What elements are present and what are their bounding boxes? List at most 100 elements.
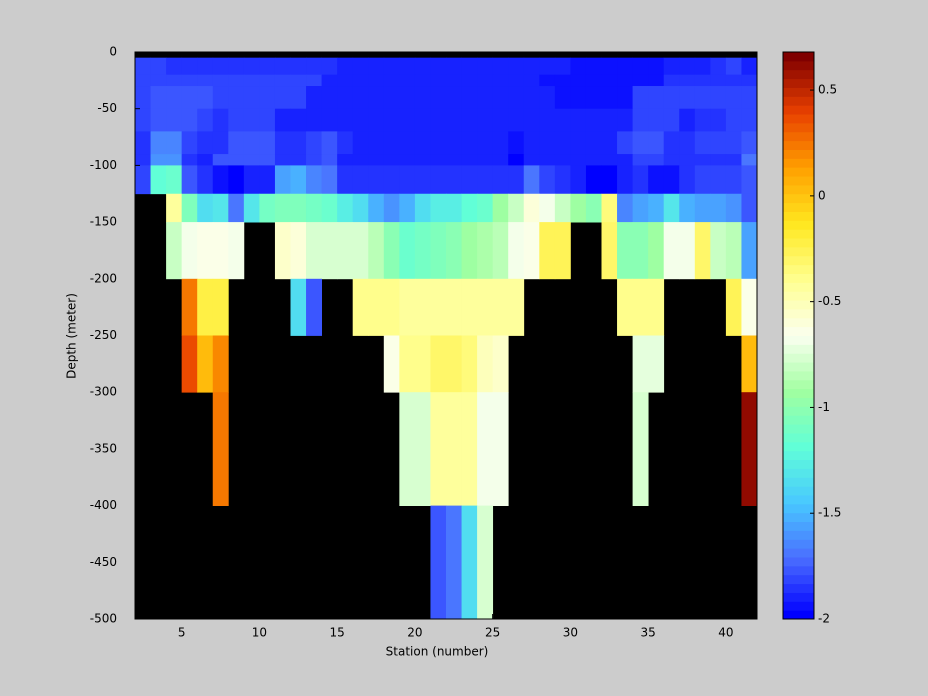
colorbar-step: [783, 140, 814, 150]
heat-cell: [601, 131, 618, 155]
heat-cell: [368, 165, 385, 195]
heat-cell: [477, 131, 494, 155]
heat-cell: [399, 278, 416, 336]
heat-cell: [446, 392, 462, 506]
heat-cell: [679, 193, 696, 223]
heat-cell: [212, 392, 229, 506]
heat-cell: [725, 154, 742, 166]
colorbar-step: [783, 583, 814, 593]
colorbar-step: [783, 415, 814, 425]
heat-cell: [710, 86, 727, 110]
heat-cell: [337, 131, 354, 155]
heat-cell: [399, 193, 416, 223]
heat-cell: [166, 154, 183, 166]
heat-cell: [181, 86, 198, 110]
heat-cell: [430, 193, 447, 223]
heat-cell: [539, 108, 556, 132]
heat-cell: [181, 165, 198, 195]
heat-cell: [461, 193, 478, 223]
heat-cell: [741, 74, 758, 87]
heat-cell: [259, 131, 276, 155]
heat-cell: [461, 57, 478, 76]
heat-cell: [135, 57, 151, 76]
colorbar-step: [783, 300, 814, 310]
heat-cell: [306, 193, 322, 223]
y-tick-label: -200: [90, 271, 117, 285]
heat-cell: [383, 131, 400, 155]
heat-cell: [274, 86, 291, 110]
heat-cell: [430, 108, 447, 132]
heat-cell: [399, 392, 416, 506]
colorbar-step: [783, 406, 814, 416]
heat-cell: [539, 154, 556, 166]
heat-cell: [601, 154, 618, 166]
heat-cell: [259, 165, 276, 195]
heat-cell: [368, 154, 385, 166]
heat-cell: [461, 74, 478, 87]
heat-cell: [539, 74, 556, 87]
heat-cell: [337, 222, 354, 280]
heat-cell: [648, 108, 665, 132]
heat-cell: [337, 86, 354, 110]
heat-cell: [601, 86, 618, 110]
heat-cell: [321, 57, 338, 76]
colorbar-tick-label: -2: [818, 612, 830, 626]
y-tick-label: -100: [90, 158, 117, 172]
heat-cell: [617, 131, 633, 155]
colorbar-step: [783, 432, 814, 443]
heat-cell: [414, 392, 431, 506]
heat-cell: [523, 165, 540, 195]
heat-cell: [212, 335, 229, 393]
heat-cell: [290, 154, 307, 166]
colorbar-tick-label: 0: [818, 188, 826, 202]
heat-cell: [523, 74, 540, 87]
heat-cell: [725, 278, 742, 336]
y-tick-label: -250: [90, 328, 117, 342]
heat-cell: [492, 108, 509, 132]
heat-cell: [212, 74, 229, 87]
colorbar-step: [783, 291, 814, 301]
heat-cell: [632, 57, 649, 76]
heat-cell: [243, 57, 260, 76]
heat-cell: [554, 193, 571, 223]
heat-cell: [694, 108, 711, 132]
heat-cell: [492, 165, 509, 195]
heat-cell: [414, 335, 431, 393]
heat-cell: [663, 74, 680, 87]
heat-cell: [492, 335, 509, 393]
x-tick-label: 5: [178, 626, 186, 640]
heat-cell: [383, 86, 400, 110]
heat-cell: [554, 108, 571, 132]
heat-cell: [274, 222, 291, 280]
heat-cell: [368, 278, 385, 336]
heat-cell: [585, 74, 602, 87]
heat-cell: [679, 57, 696, 76]
heat-cell: [337, 57, 354, 76]
heat-cell: [399, 57, 416, 76]
heat-cell: [135, 154, 151, 166]
heat-cell: [554, 86, 571, 110]
heat-cell: [663, 108, 680, 132]
heat-cell: [337, 154, 354, 166]
heat-cell: [321, 86, 338, 110]
heat-cell: [446, 108, 462, 132]
colorbar-step: [783, 255, 814, 266]
heat-cell: [243, 193, 260, 223]
heat-cell: [352, 131, 369, 155]
heat-cell: [632, 165, 649, 195]
colorbar-step: [783, 477, 814, 487]
heat-cell: [492, 57, 509, 76]
heat-cell: [414, 278, 431, 336]
heat-cell: [725, 131, 742, 155]
colorbar-step: [783, 176, 814, 186]
heat-cell: [197, 86, 214, 110]
heat-cell: [290, 165, 307, 195]
heat-cell: [679, 222, 696, 280]
colorbar-step: [783, 424, 814, 434]
heat-cell: [274, 154, 291, 166]
heat-cell: [399, 165, 416, 195]
heat-cell: [725, 222, 742, 280]
heat-cell: [368, 131, 385, 155]
colorbar-step: [783, 238, 814, 248]
heat-cell: [321, 193, 338, 223]
